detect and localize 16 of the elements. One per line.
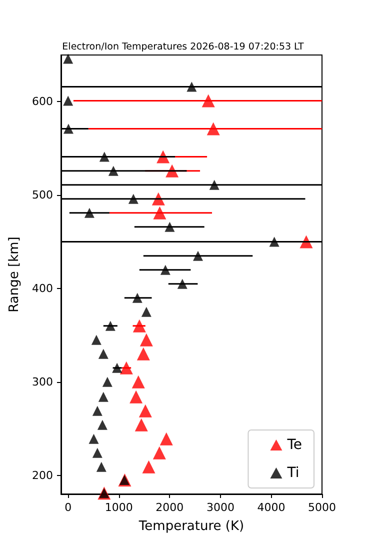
y-tick-label: 500 [32,188,53,202]
y-axis-title: Range [km] [7,236,22,312]
x-tick-label: 4000 [257,501,286,514]
chart-title: Electron/Ion Temperatures 2026-08-19 07:20:53 LT [62,42,304,52]
y-tick-label: 300 [32,375,53,388]
x-axis-title: Temperature (K) [138,519,244,534]
x-tick-label: 2000 [156,501,184,514]
legend-label: Te [286,437,302,453]
y-tick-label: 400 [32,282,53,296]
legend-label: Ti [286,465,300,481]
x-tick-label: 1000 [104,501,133,514]
x-tick-label: 5000 [308,501,336,514]
y-tick-label: 200 [32,468,53,482]
x-tick-label: 0 [64,501,72,514]
x-tick-label: 3000 [206,501,234,514]
y-tick-label: 600 [32,95,53,108]
